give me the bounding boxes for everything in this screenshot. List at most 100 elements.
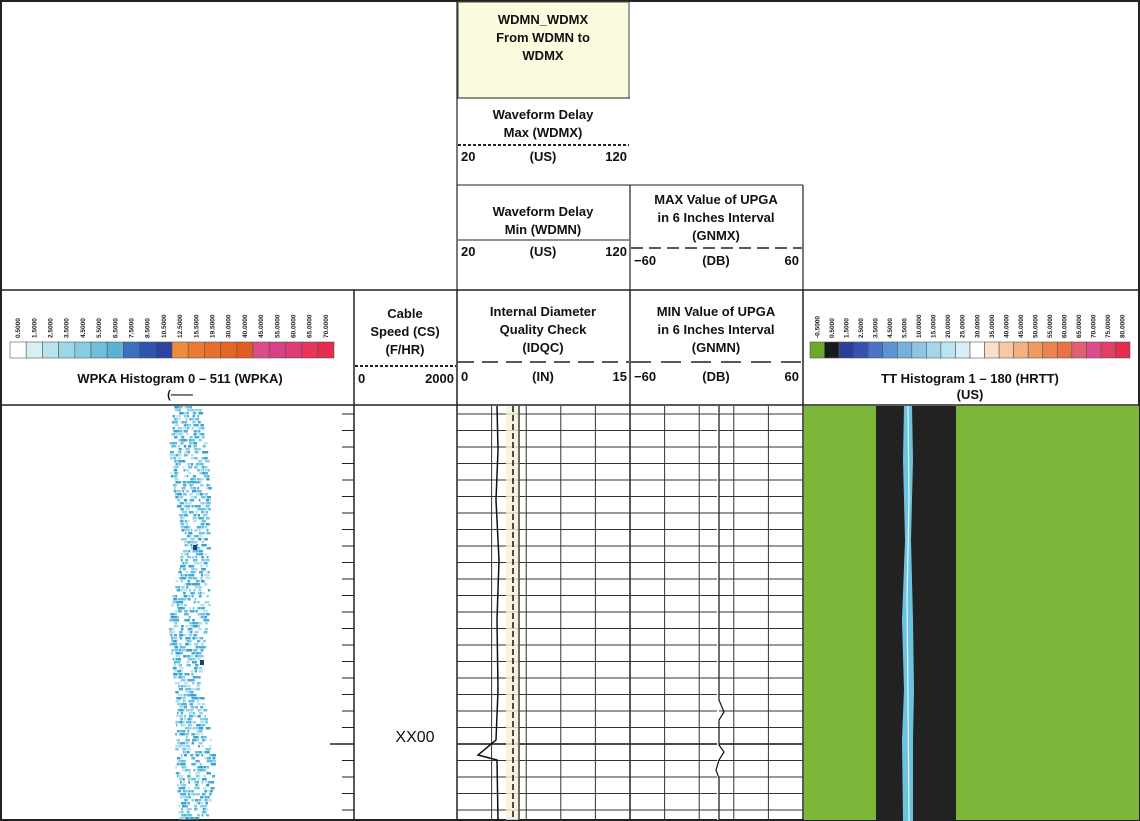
wpka-speck (169, 631, 172, 634)
wpka-speck (196, 784, 200, 787)
wpka-speck (197, 529, 201, 532)
wpka-speck (181, 436, 185, 439)
wpka-speck (179, 784, 184, 787)
wpka-speck (183, 751, 188, 754)
wpka-swatch (285, 341, 302, 359)
hrtt-swatch (1115, 341, 1131, 359)
wpka-speck (200, 604, 205, 607)
wpka-speck (206, 760, 211, 763)
wpka-speck (178, 775, 183, 778)
wpka-speck (182, 550, 187, 553)
wpka-speck (208, 781, 213, 784)
wpka-speck (176, 598, 179, 601)
wpka-speck (184, 424, 186, 427)
wpka-speck (193, 433, 197, 436)
wpka-speck (181, 760, 184, 763)
wpka-speck (188, 796, 191, 799)
wpka-speck (187, 550, 191, 553)
wpka-speck (198, 742, 203, 745)
wpka-speck (173, 676, 177, 679)
gnmn-max: 60 (785, 369, 799, 384)
wpka-speck (179, 667, 184, 670)
wpka-speck (201, 496, 205, 499)
wpka-swatch (58, 341, 76, 359)
wpka-speck (182, 490, 185, 493)
wpka-speck (206, 571, 209, 574)
wpka-speck (180, 559, 183, 562)
wpka-speck (179, 817, 183, 820)
hrtt-cyan-band (902, 406, 914, 821)
wpka-speck (181, 808, 183, 811)
wpka-scale-label: 1.5000 (31, 318, 38, 338)
wpka-speck (192, 727, 196, 730)
wpka-speck (202, 472, 207, 475)
wpka-speck (205, 511, 208, 514)
wpka-speck (181, 586, 185, 589)
wpka-speck (183, 748, 186, 751)
wpka-speck (184, 559, 188, 562)
wpka-speck (197, 601, 200, 604)
wpka-speck (170, 634, 173, 637)
wpka-speck (199, 727, 204, 730)
wpka-speck (192, 619, 195, 622)
wpka-title: WPKA Histogram 0 – 511 (WPKA) (77, 371, 282, 386)
wpka-speck (187, 424, 192, 427)
wpka-speck (194, 505, 199, 508)
wpka-speck (205, 577, 209, 580)
wpka-speck (192, 739, 196, 742)
wpka-speck (169, 643, 172, 646)
wpka-speck (197, 769, 200, 772)
cs-title-3: (F/HR) (386, 342, 425, 357)
hrtt-unit: (US) (957, 387, 984, 402)
wpka-speck (178, 697, 182, 700)
wpka-speck (187, 730, 190, 733)
wpka-speck (177, 790, 182, 793)
wpka-speck (181, 595, 184, 598)
wpka-speck (184, 682, 188, 685)
wpka-speck (181, 574, 185, 577)
wpka-speck (183, 454, 188, 457)
wpka-speck (180, 781, 182, 784)
wpka-speck (186, 541, 190, 544)
wpka-speck (188, 577, 193, 580)
hrtt-swatch (955, 341, 971, 359)
gnmx-unit: (DB) (702, 253, 729, 268)
wpka-speck (200, 706, 203, 709)
wpka-speck (182, 466, 185, 469)
wpka-speck (204, 757, 207, 760)
wpka-speck (185, 691, 189, 694)
wpka-speck (177, 493, 182, 496)
wpka-scale-label: 65.0000 (307, 314, 314, 338)
idqc-curves (476, 405, 520, 821)
wpka-speck (210, 763, 215, 766)
wpka-speck (174, 595, 178, 598)
wpka-speck (181, 724, 186, 727)
wpka-speck (202, 640, 206, 643)
wpka-speck (175, 580, 178, 583)
wpka-speck (203, 631, 208, 634)
wpka-speck (195, 568, 199, 571)
wpka-speck (181, 718, 183, 721)
wpka-speck (198, 517, 202, 520)
wpka-speck (192, 661, 195, 664)
wpka-speck (187, 718, 191, 721)
wpka-speck (193, 769, 196, 772)
wpka-speck (186, 649, 191, 652)
wpka-speck (178, 694, 181, 697)
hrtt-swatch (1013, 341, 1029, 359)
wpka-speck (185, 637, 189, 640)
wpka-speck (170, 604, 175, 607)
wpka-speck (179, 451, 182, 454)
wpka-speck (207, 757, 211, 760)
wpka-speck (186, 685, 189, 688)
wpka-speck (204, 553, 207, 556)
wpka-speck (188, 445, 192, 448)
wpka-speck (192, 652, 196, 655)
wpka-speck (196, 724, 201, 727)
wpka-speck (189, 769, 191, 772)
wpka-speck (209, 754, 212, 757)
wpka-speck (179, 505, 182, 508)
wpka-speck (192, 721, 197, 724)
wpka-speck (188, 532, 193, 535)
wpka-speck (174, 652, 177, 655)
